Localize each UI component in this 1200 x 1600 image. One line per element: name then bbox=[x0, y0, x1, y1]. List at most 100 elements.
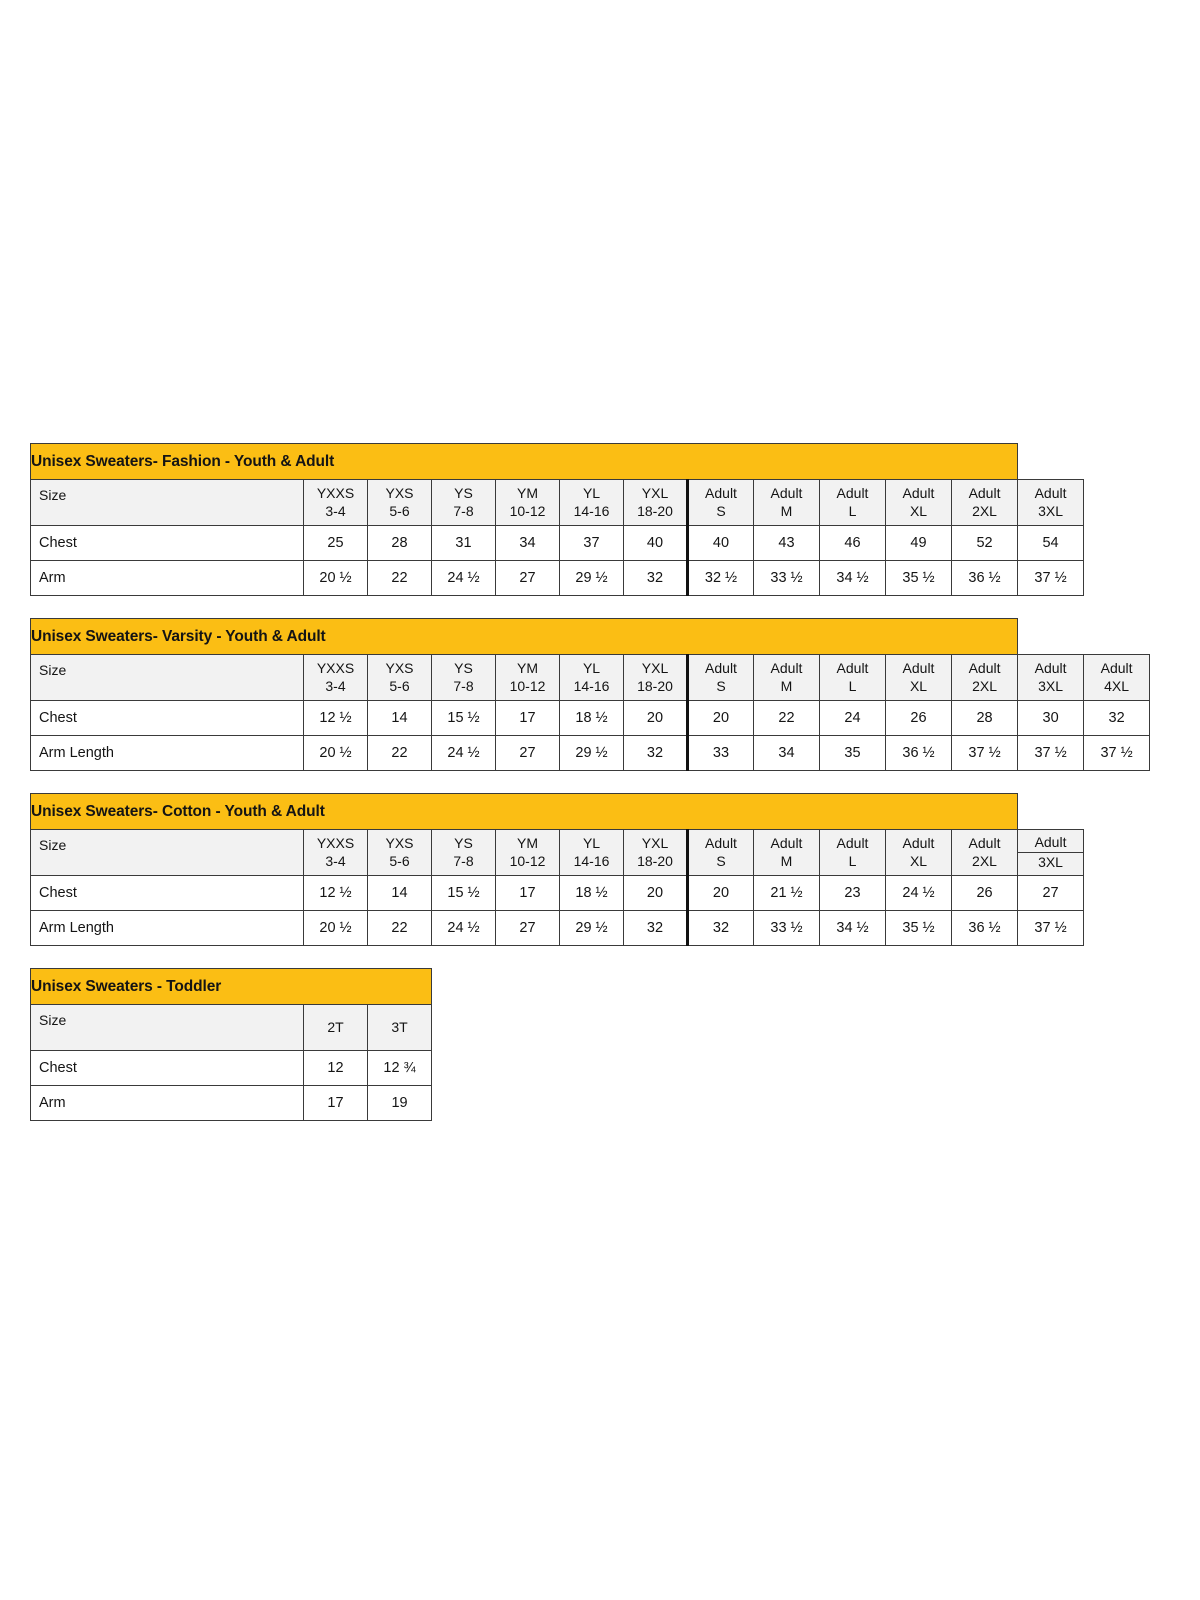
measurement-value: 24 ½ bbox=[431, 735, 496, 771]
size-label-header: Size bbox=[30, 1004, 304, 1051]
column-header-code: Adult bbox=[1100, 660, 1133, 677]
chart-banner-row: Unisex Sweaters- Fashion - Youth & Adult bbox=[29, 443, 1084, 480]
measurement-value: 32 ½ bbox=[686, 560, 754, 596]
column-header-age: M bbox=[780, 677, 793, 694]
column-header-code: YS bbox=[454, 660, 473, 677]
column-header-adult-xl: Adult XL bbox=[885, 829, 952, 876]
measurement-value: 37 bbox=[559, 525, 624, 561]
column-header-yl-14-16: YL 14-16 bbox=[559, 829, 624, 876]
measurement-value: 12 ½ bbox=[303, 875, 368, 911]
column-header-code: YL bbox=[582, 835, 601, 852]
measurement-value: 49 bbox=[885, 525, 952, 561]
banner-spacer-cell bbox=[1083, 618, 1150, 655]
column-header-age: XL bbox=[909, 677, 928, 694]
column-header-adult-2xl: Adult 2XL bbox=[950, 654, 1019, 701]
column-header-age: 5-6 bbox=[389, 852, 410, 869]
column-header-yxs-5-6: YXS 5-6 bbox=[367, 829, 432, 876]
size-table-fashion: Unisex Sweaters- Fashion - Youth & Adult… bbox=[29, 443, 1085, 596]
column-header-code: YM bbox=[517, 835, 538, 852]
chart-banner-title: Unisex Sweaters- Varsity - Youth & Adult bbox=[31, 627, 326, 645]
measurement-label: Arm Length bbox=[30, 910, 304, 946]
measurement-value: 32 bbox=[1083, 700, 1151, 736]
column-header-code: YXXS bbox=[316, 660, 355, 677]
measurement-value: 17 bbox=[495, 700, 560, 736]
measurement-value: 36 ½ bbox=[950, 560, 1019, 596]
chart-banner-title: Unisex Sweaters - Toddler bbox=[31, 977, 222, 995]
column-header-row: Size 2T 3T bbox=[30, 1004, 433, 1051]
column-header-code: Adult bbox=[1034, 660, 1067, 677]
chart-banner-row: Unisex Sweaters - Toddler bbox=[29, 968, 433, 1005]
column-header-code: YXXS bbox=[316, 485, 355, 502]
column-header-code: 3T bbox=[391, 1018, 408, 1035]
measurement-value: 14 bbox=[367, 700, 432, 736]
column-header-row: Size YXXS 3-4 YXS 5-6 YS 7-8 YM 10-12 YL 14-16 YXL 1… bbox=[30, 479, 1085, 526]
column-header-code: Adult bbox=[902, 835, 935, 852]
column-header-age: S bbox=[716, 502, 726, 519]
column-header-age: 5-6 bbox=[389, 502, 410, 519]
column-header-yl-14-16: YL 14-16 bbox=[559, 479, 624, 526]
column-header-adult-4xl: Adult 4XL bbox=[1083, 654, 1151, 701]
chart-banner-title: Unisex Sweaters- Fashion - Youth & Adult bbox=[31, 452, 335, 470]
column-header-code: YM bbox=[517, 660, 538, 677]
size-label-header: Size bbox=[30, 479, 304, 526]
measurement-value: 33 bbox=[686, 735, 754, 771]
column-header-age: 4XL bbox=[1104, 677, 1130, 694]
column-header-age: 3-4 bbox=[325, 677, 346, 694]
column-header-code: YL bbox=[582, 485, 601, 502]
measurement-value: 40 bbox=[686, 525, 754, 561]
column-header-adult-2xl: Adult 2XL bbox=[950, 829, 1019, 876]
column-header-age: 18-20 bbox=[637, 677, 673, 694]
measurement-value: 36 ½ bbox=[950, 910, 1019, 946]
measurement-value: 17 bbox=[495, 875, 560, 911]
column-header-age: 18-20 bbox=[637, 502, 673, 519]
measurement-row: Chest 12 12 ¾ bbox=[30, 1050, 433, 1086]
column-header-row: Size YXXS 3-4 YXS 5-6 YS 7-8 YM 10-12 YL 14-16 YXL 1… bbox=[30, 654, 1151, 701]
column-header-ys-7-8: YS 7-8 bbox=[431, 829, 496, 876]
measurement-value: 28 bbox=[950, 700, 1019, 736]
measurement-value: 35 ½ bbox=[885, 560, 952, 596]
column-header-yxl-18-20: YXL 18-20 bbox=[623, 829, 688, 876]
measurement-row: Arm Length 20 ½ 22 24 ½ 27 29 ½ 32 32 33 ½ 34 ½ 35… bbox=[30, 910, 1085, 946]
measurement-value: 17 bbox=[303, 1085, 368, 1121]
measurement-row: Chest 12 ½ 14 15 ½ 17 18 ½ 20 20 21 ½ 23 24 ½ 26 27 bbox=[30, 875, 1085, 911]
measurement-row: Arm Length 20 ½ 22 24 ½ 27 29 ½ 32 33 34 35 36 ½ 37… bbox=[30, 735, 1151, 771]
column-header-age: 3XL bbox=[1038, 677, 1064, 694]
measurement-value: 22 bbox=[367, 560, 432, 596]
column-header-age: 14-16 bbox=[573, 677, 610, 694]
measurement-value: 34 ½ bbox=[819, 910, 886, 946]
measurement-value: 34 bbox=[495, 525, 560, 561]
column-header-adult-3xl: Adult 3XL bbox=[1017, 479, 1085, 526]
measurement-value: 32 bbox=[623, 735, 688, 771]
column-header-code: Adult bbox=[968, 485, 1001, 502]
column-header-adult-xl: Adult XL bbox=[885, 479, 952, 526]
column-header-ys-7-8: YS 7-8 bbox=[431, 479, 496, 526]
column-header-age: 7-8 bbox=[453, 502, 474, 519]
measurement-label: Chest bbox=[30, 700, 304, 736]
column-header-adult-l: Adult L bbox=[819, 479, 886, 526]
column-header-code: Adult bbox=[705, 660, 737, 677]
column-header-code: 2T bbox=[327, 1018, 344, 1035]
measurement-value: 30 bbox=[1017, 700, 1085, 736]
column-header-yxxs-3-4: YXXS 3-4 bbox=[303, 654, 368, 701]
column-header-code: Adult bbox=[968, 660, 1001, 677]
chart-banner-row: Unisex Sweaters- Cotton - Youth & Adult bbox=[29, 793, 1084, 830]
measurement-value: 43 bbox=[753, 525, 820, 561]
column-header-age: 7-8 bbox=[453, 677, 474, 694]
measurement-value: 20 bbox=[623, 700, 688, 736]
column-header-adult-m: Adult M bbox=[753, 479, 820, 526]
column-header-2t: 2T bbox=[303, 1004, 368, 1051]
column-header-code: YS bbox=[454, 485, 473, 502]
measurement-value: 26 bbox=[885, 700, 952, 736]
measurement-value: 22 bbox=[367, 910, 432, 946]
column-header-age: 2XL bbox=[972, 502, 997, 519]
measurement-value: 33 ½ bbox=[753, 910, 820, 946]
column-header-3t: 3T bbox=[366, 1004, 433, 1051]
column-header-code: Adult bbox=[705, 485, 737, 502]
column-header-adult-l: Adult L bbox=[819, 654, 886, 701]
measurement-value: 24 ½ bbox=[431, 560, 496, 596]
measurement-value: 20 ½ bbox=[303, 910, 368, 946]
column-header-code: Adult bbox=[968, 835, 1001, 852]
banner-spacer-cell bbox=[1017, 793, 1084, 830]
measurement-value: 46 bbox=[819, 525, 886, 561]
measurement-value: 15 ½ bbox=[431, 875, 496, 911]
